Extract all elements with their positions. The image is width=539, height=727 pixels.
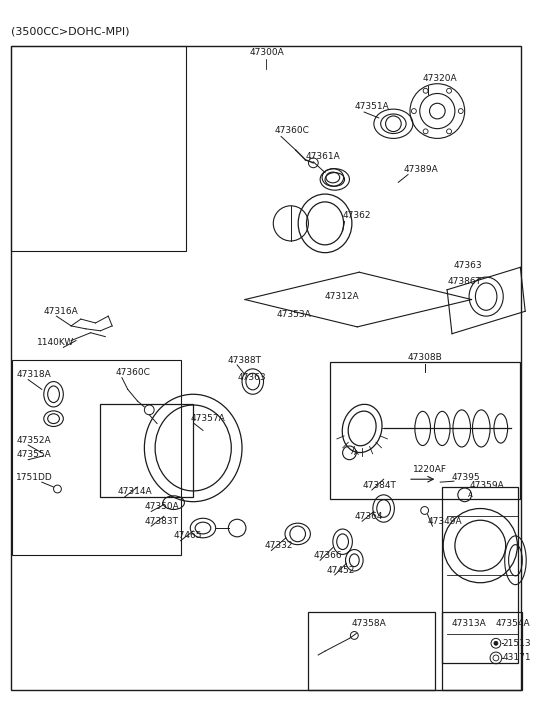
- Text: 47354A: 47354A: [496, 619, 530, 628]
- Text: 47383T: 47383T: [144, 517, 178, 526]
- Bar: [11, 46, 186, 251]
- Text: 47384T: 47384T: [362, 481, 396, 489]
- Text: 47351A: 47351A: [354, 102, 389, 111]
- Text: 47364: 47364: [354, 512, 383, 521]
- Text: 47360C: 47360C: [115, 369, 150, 377]
- Text: 47363: 47363: [454, 261, 482, 270]
- Text: A: A: [354, 450, 359, 456]
- Text: 47350A: 47350A: [144, 502, 179, 511]
- Bar: [308, 612, 436, 690]
- Text: 47308B: 47308B: [407, 353, 442, 362]
- Text: 47355A: 47355A: [17, 450, 51, 459]
- Text: 47312A: 47312A: [325, 292, 360, 301]
- Text: 47349A: 47349A: [427, 517, 462, 526]
- Bar: [442, 487, 519, 663]
- Bar: [11, 360, 181, 555]
- Text: 47395: 47395: [452, 473, 481, 482]
- Text: 1220AF: 1220AF: [413, 465, 447, 474]
- Bar: [442, 612, 522, 690]
- Text: 47361A: 47361A: [306, 153, 340, 161]
- Text: 47316A: 47316A: [44, 307, 79, 316]
- Text: 47320A: 47320A: [423, 74, 457, 84]
- Text: 47300A: 47300A: [249, 49, 284, 57]
- Text: 1140KW: 1140KW: [37, 338, 74, 347]
- Bar: [330, 362, 520, 499]
- Text: 47357A: 47357A: [190, 414, 225, 423]
- Text: 47386T: 47386T: [447, 278, 481, 286]
- Text: A: A: [468, 492, 472, 498]
- Text: 47358A: 47358A: [351, 619, 386, 628]
- Bar: [100, 404, 193, 497]
- Text: 47359A: 47359A: [469, 481, 505, 489]
- Text: 47314A: 47314A: [118, 487, 153, 497]
- Text: 47388T: 47388T: [227, 356, 261, 364]
- Text: 47452: 47452: [327, 566, 355, 574]
- Text: 47389A: 47389A: [403, 165, 438, 174]
- Circle shape: [494, 641, 498, 646]
- Text: 47366: 47366: [313, 551, 342, 560]
- Text: 47352A: 47352A: [17, 435, 51, 445]
- Text: 47332: 47332: [265, 541, 293, 550]
- Text: 47362: 47362: [343, 211, 371, 220]
- Text: 1751DD: 1751DD: [17, 473, 53, 482]
- Text: 47360C: 47360C: [274, 126, 309, 135]
- Text: 43171: 43171: [503, 654, 531, 662]
- Text: 47313A: 47313A: [452, 619, 487, 628]
- Text: 47465: 47465: [174, 531, 202, 540]
- Text: 21513: 21513: [503, 639, 531, 648]
- Text: 47353A: 47353A: [276, 310, 311, 318]
- Text: 47318A: 47318A: [17, 370, 51, 379]
- Text: (3500CC>DOHC-MPI): (3500CC>DOHC-MPI): [11, 26, 129, 36]
- Text: 47363: 47363: [237, 373, 266, 382]
